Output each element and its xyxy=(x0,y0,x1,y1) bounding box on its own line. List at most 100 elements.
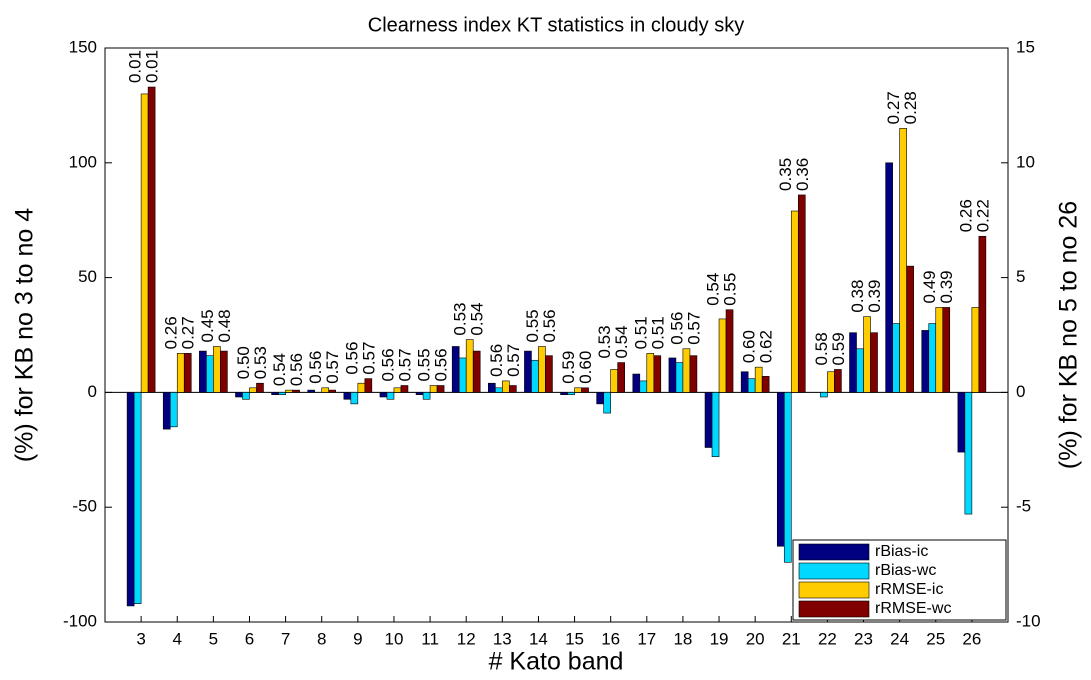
bar xyxy=(509,385,517,393)
bar xyxy=(899,128,907,393)
bar xyxy=(350,392,359,405)
annotation: 0.56 xyxy=(432,348,451,381)
bar xyxy=(906,265,914,393)
legend-swatch xyxy=(798,562,870,580)
annotation: 0.51 xyxy=(631,316,650,349)
x-tick-label: 26 xyxy=(962,629,981,648)
bar xyxy=(560,392,568,395)
bar xyxy=(364,378,373,393)
bar xyxy=(126,392,135,607)
annotation: 0.27 xyxy=(179,316,198,349)
x-tick-label: 22 xyxy=(818,629,837,648)
bar xyxy=(220,350,228,393)
bar xyxy=(797,194,806,393)
y-tick-label: -50 xyxy=(72,497,97,516)
bar xyxy=(790,210,799,393)
legend-label: rBias-ic xyxy=(875,543,928,560)
annotation: 0.54 xyxy=(612,325,631,358)
bar xyxy=(169,392,178,428)
bar xyxy=(502,380,510,393)
bar xyxy=(133,392,142,604)
annotation: 0.56 xyxy=(540,309,559,342)
bar xyxy=(162,392,171,430)
bar xyxy=(393,387,402,393)
x-tick-label: 16 xyxy=(601,629,620,648)
bar xyxy=(856,348,864,393)
bar xyxy=(704,392,713,448)
annotation: 0.53 xyxy=(595,325,614,358)
y-axis-label: (%) for KB no 3 to no 4 xyxy=(11,208,39,462)
y2-tick-label: 5 xyxy=(1016,267,1025,286)
annotation: 0.54 xyxy=(270,353,289,386)
x-tick-label: 18 xyxy=(673,629,692,648)
annotation: 0.01 xyxy=(126,50,145,83)
annotation: 0.55 xyxy=(415,348,434,381)
x-tick-label: 3 xyxy=(136,629,145,648)
annotation: 0.38 xyxy=(848,280,867,313)
legend-swatch xyxy=(798,600,870,618)
y2-tick-label: -5 xyxy=(1016,497,1031,516)
y2-tick-label: 10 xyxy=(1016,152,1035,171)
bar xyxy=(538,346,546,393)
bar xyxy=(235,392,243,398)
bar xyxy=(725,309,734,393)
bar xyxy=(328,389,337,393)
bar xyxy=(718,318,727,393)
bar xyxy=(610,369,618,393)
x-tick-label: 21 xyxy=(782,629,801,648)
bar xyxy=(436,385,445,393)
bar xyxy=(603,392,611,414)
x-tick-label: 13 xyxy=(493,629,512,648)
bar xyxy=(675,362,684,393)
bar xyxy=(870,332,878,393)
bar xyxy=(646,353,655,393)
x-tick-label: 8 xyxy=(317,629,326,648)
bar xyxy=(581,387,589,393)
annotation: 0.54 xyxy=(704,273,723,306)
annotation: 0.56 xyxy=(306,351,325,384)
y2-axis-label: (%) for KB no 5 to no 26 xyxy=(1055,201,1083,469)
legend-swatch xyxy=(798,543,870,561)
annotation: 0.28 xyxy=(901,91,920,124)
x-tick-label: 14 xyxy=(529,629,548,648)
y-tick-label: 100 xyxy=(69,152,97,171)
bar xyxy=(451,346,460,393)
annotation: 0.57 xyxy=(504,344,523,377)
bar xyxy=(321,387,330,393)
annotation: 0.58 xyxy=(812,332,831,365)
bar xyxy=(343,392,352,400)
bar xyxy=(429,385,438,393)
bar xyxy=(935,307,944,393)
bar xyxy=(754,366,763,393)
bar xyxy=(307,389,316,393)
legend-label: rBias-wc xyxy=(875,562,936,579)
bar xyxy=(488,382,496,393)
annotation: 0.22 xyxy=(973,199,992,232)
bar xyxy=(632,373,641,393)
annotation: 0.59 xyxy=(559,351,578,384)
annotation: 0.39 xyxy=(937,270,956,303)
x-tick-label: 23 xyxy=(854,629,873,648)
annotation: 0.51 xyxy=(648,316,667,349)
annotation: 0.50 xyxy=(234,346,253,379)
annotation: 0.57 xyxy=(323,351,342,384)
bar xyxy=(567,392,575,395)
y2-tick-label: 0 xyxy=(1016,382,1025,401)
x-tick-label: 10 xyxy=(384,629,403,648)
x-tick-label: 11 xyxy=(421,629,439,648)
bar xyxy=(256,382,264,393)
annotation: 0.01 xyxy=(143,50,162,83)
x-tick-label: 24 xyxy=(890,629,909,648)
bar xyxy=(776,392,785,547)
bar xyxy=(415,392,424,395)
bar xyxy=(747,378,756,393)
bar xyxy=(147,86,156,393)
annotation: 0.49 xyxy=(920,270,939,303)
bar xyxy=(285,389,293,393)
x-axis-label: # Kato band xyxy=(489,648,624,676)
x-tick-label: 5 xyxy=(209,629,218,648)
bar xyxy=(242,392,250,400)
bar xyxy=(176,353,185,393)
annotation: 0.56 xyxy=(287,353,306,386)
